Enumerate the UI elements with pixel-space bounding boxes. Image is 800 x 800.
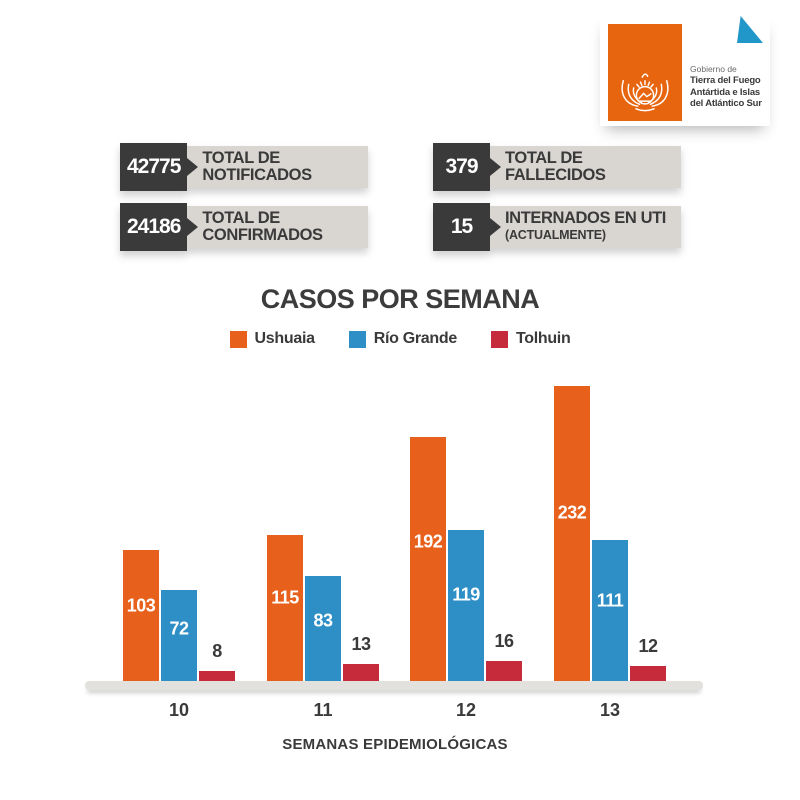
stat-sublabel: (ACTUALMENTE) (505, 228, 606, 242)
logo-text-block: Gobierno de Tierra del Fuego Antártida e… (690, 64, 768, 110)
bar-value-label: 13 (351, 634, 371, 654)
bar-value-label: 16 (494, 631, 514, 651)
bar-ushuaia-week-11: 115 (267, 535, 303, 681)
stat-value-box: 379 (433, 143, 501, 191)
government-logo-card: Gobierno de Tierra del Fuego Antártida e… (600, 14, 770, 126)
stat-total-fallecidos: 379 TOTAL DE FALLECIDOS (433, 143, 681, 191)
x-axis-line (85, 681, 703, 690)
bar-rio-grande-week-11: 83 (305, 576, 341, 681)
bar-group-week-12: 192 119 16 (410, 437, 522, 681)
bar-ushuaia-week-10: 103 (123, 550, 159, 681)
stat-value: 42775 (127, 155, 181, 178)
bar-value-label: 103 (126, 595, 156, 616)
bar-value-label: 72 (169, 618, 189, 639)
arrow-right-icon (187, 218, 199, 236)
x-axis-title: SEMANAS EPIDEMIOLÓGICAS (282, 736, 508, 753)
bar-rio-grande-week-12: 119 (448, 530, 484, 681)
bar-tolhuin-week-13: 12 (630, 636, 666, 681)
bar-value-label: 115 (271, 587, 299, 608)
arrow-right-icon (187, 158, 199, 176)
bar-rio-grande-week-10: 72 (161, 590, 197, 681)
stat-label: TOTAL DE CONFIRMADOS (202, 209, 323, 244)
logo-agency-prefix: Gobierno de (690, 64, 737, 74)
bar-value-label: 192 (413, 531, 443, 552)
logo-emblem-box (608, 24, 682, 121)
logo-agency-line1: Tierra del Fuego (690, 75, 761, 86)
stat-internados-uti: 15 INTERNADOS EN UTI (ACTUALMENTE) (433, 203, 681, 251)
stat-label: INTERNADOS EN UTI (505, 209, 666, 227)
legend-swatch-icon (348, 330, 366, 348)
stat-total-confirmados: 24186 TOTAL DE CONFIRMADOS (120, 203, 368, 251)
chart-legend: Ushuaia Río Grande Tolhuin (0, 330, 800, 348)
stat-value: 24186 (127, 215, 181, 238)
legend-item-tolhuin: Tolhuin (490, 330, 571, 348)
stat-label-box: INTERNADOS EN UTI (ACTUALMENTE) (490, 206, 681, 248)
legend-swatch-icon (490, 330, 508, 348)
stat-value: 15 (450, 215, 473, 238)
legend-label: Río Grande (373, 330, 458, 347)
legend-label: Ushuaia (254, 330, 315, 347)
bar-value-label: 111 (596, 590, 624, 611)
bar-value-label: 232 (557, 502, 587, 523)
stat-total-notificados: 42775 TOTAL DE NOTIFICADOS (120, 143, 368, 191)
x-tick-week-12: 12 (455, 700, 477, 720)
bar-value-label: 83 (313, 610, 333, 631)
logo-agency-line2: Antártida e Islas (690, 86, 760, 98)
bar-value-label: 12 (638, 636, 658, 656)
legend-label: Tolhuin (515, 330, 571, 347)
stat-label-box: TOTAL DE CONFIRMADOS (187, 206, 368, 248)
x-tick-week-11: 11 (313, 700, 333, 720)
stat-label-box: TOTAL DE NOTIFICADOS (187, 146, 368, 188)
bar-group-week-10: 103 72 8 (123, 550, 235, 681)
x-tick-week-10: 10 (168, 700, 190, 720)
bar-tolhuin-week-12: 16 (486, 631, 522, 681)
chart-title: CASOS POR SEMANA (260, 284, 540, 314)
bar-tolhuin-week-11: 13 (343, 634, 379, 681)
legend-swatch-icon (229, 330, 247, 348)
legend-item-rio-grande: Río Grande (348, 330, 458, 348)
arrow-right-icon (490, 158, 501, 176)
stat-label-box: TOTAL DE FALLECIDOS (490, 146, 681, 188)
stat-value-box: 15 (433, 203, 501, 251)
legend-item-ushuaia: Ushuaia (229, 330, 315, 348)
arrow-right-icon (490, 218, 501, 236)
stat-label: TOTAL DE FALLECIDOS (505, 149, 606, 184)
bar-value-label: 119 (452, 584, 480, 605)
x-tick-week-13: 13 (599, 700, 621, 720)
stat-value-box: 24186 (120, 203, 199, 251)
bar-tolhuin-week-10: 8 (199, 641, 235, 681)
bar-ushuaia-week-12: 192 (410, 437, 446, 681)
bar-rio-grande-week-13: 111 (592, 540, 628, 681)
bar-value-label: 8 (212, 641, 222, 661)
plot-area: 103 72 8 10 115 83 13 11 192 119 16 12 232 111 12 13 (85, 348, 703, 720)
stats-grid: 42775 TOTAL DE NOTIFICADOS 379 TOTAL DE … (120, 143, 681, 251)
bar-group-week-13: 232 111 12 (554, 386, 666, 681)
bar-ushuaia-week-13: 232 (554, 386, 590, 681)
stat-label: TOTAL DE NOTIFICADOS (202, 149, 312, 184)
logo-agency-line3: del Atlántico Sur (690, 98, 762, 109)
bar-group-week-11: 115 83 13 (267, 535, 379, 681)
coat-of-arms-icon (621, 73, 669, 112)
stat-value: 379 (445, 155, 478, 178)
stat-value-box: 42775 (120, 143, 199, 191)
corner-triangle-icon (737, 16, 763, 43)
